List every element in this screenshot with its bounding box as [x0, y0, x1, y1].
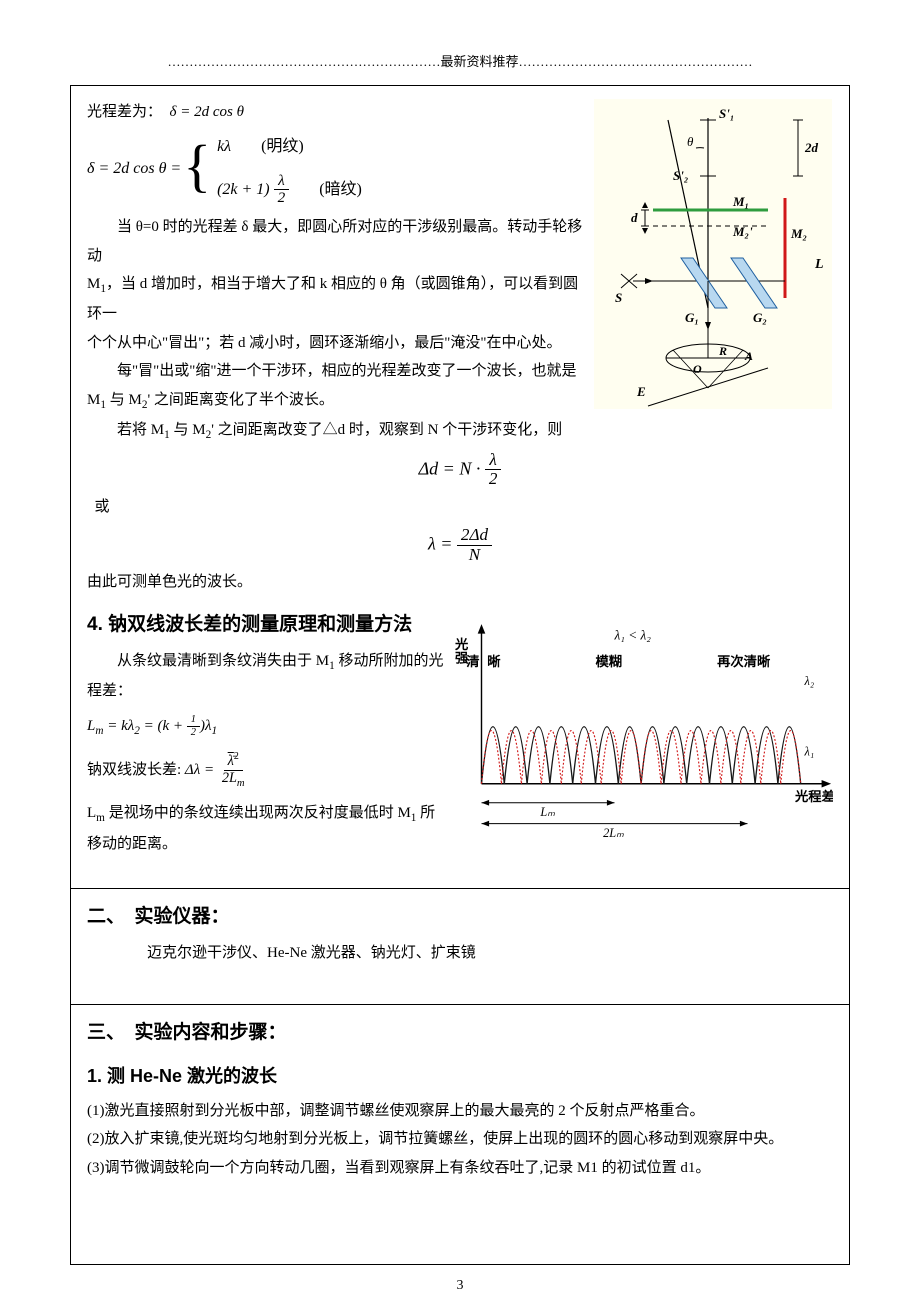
r-label: R — [718, 344, 727, 358]
page-frame: θ S'₁ S'₂ 2d M₁ M₂' d M₂ L S — [70, 85, 850, 1265]
s2p-label: S'₂ — [673, 168, 688, 183]
lab-qing: 清 — [466, 653, 479, 669]
step-3: (3)调节微调鼓轮向一个方向转动几圈，当看到观察屏上有条纹吞吐了,记录 M1 的… — [87, 1154, 833, 1183]
steps-subtitle: 1. 测 He-Ne 激光的波长 — [87, 1059, 833, 1093]
lab-mohu: 模糊 — [596, 653, 623, 669]
twod-label: 2d — [804, 140, 819, 155]
theta-label: θ — [687, 134, 694, 149]
eq-deltad: Δd = N · λ 2 — [87, 451, 833, 490]
s1p-label: S'₁ — [719, 106, 734, 121]
instruments-content: 迈克尔逊干涉仪、He-Ne 激光器、钠光灯、扩束镜 — [87, 939, 833, 968]
m2-label: M₂ — [790, 226, 807, 241]
s-label: S — [615, 290, 622, 305]
eq-lambda: λ = 2Δd N — [87, 526, 833, 565]
step-2: (2)放入扩束镜,使光斑均匀地射到分光板上，调节拉簧螺丝，使屏上出现的圆环的圆心… — [87, 1125, 833, 1154]
L-label: L — [814, 257, 824, 272]
lab-zaici: 再次清晰 — [717, 653, 771, 669]
steps-title: 三、 实验内容和步骤： — [87, 1015, 833, 1051]
xlabel: 光程差 — [794, 788, 833, 804]
m2p-label: M₂' — [732, 224, 753, 239]
cond-label: λ₁ < λ₂ — [614, 627, 652, 642]
twoLm-label: 2Lₘ — [603, 826, 624, 840]
lam2-label: λ₂ — [804, 674, 815, 688]
lam1-label: λ₁ — [804, 744, 815, 758]
g2-label: G₂ — [753, 310, 767, 325]
interferometer-diagram: θ S'₁ S'₂ 2d M₁ M₂' d M₂ L S — [593, 98, 833, 428]
a-label: A — [744, 349, 753, 363]
o-label: O — [693, 362, 702, 376]
e-label: E — [636, 384, 646, 399]
m1-label: M₁ — [732, 194, 749, 209]
g1-label: G₁ — [685, 310, 699, 325]
opd-formula: δ = 2d cos θ — [170, 104, 244, 120]
Lm-label: Lₘ — [539, 805, 555, 819]
page-number: 3 — [0, 1273, 920, 1300]
d-label: d — [631, 210, 638, 225]
cases-formula: δ = 2d cos θ = { kλ (明纹) (2k + 1) λ 2 (暗… — [87, 132, 585, 207]
beat-diagram: 光强 λ₁ < λ₂ 清 晰 模糊 再次清晰 — [453, 597, 833, 847]
header-decoration: ………………………………………………………最新资料推荐…………………………………… — [0, 0, 920, 85]
para-7: 由此可测单色光的波长。 — [87, 568, 833, 597]
instruments-title: 二、 实验仪器： — [87, 899, 833, 935]
lab-xi: 晰 — [487, 653, 501, 669]
step-1: (1)激光直接照射到分光板中部，调整调节螺丝使观察屏上的最大最亮的 2 个反射点… — [87, 1097, 833, 1126]
or-label: 或 — [87, 493, 833, 522]
